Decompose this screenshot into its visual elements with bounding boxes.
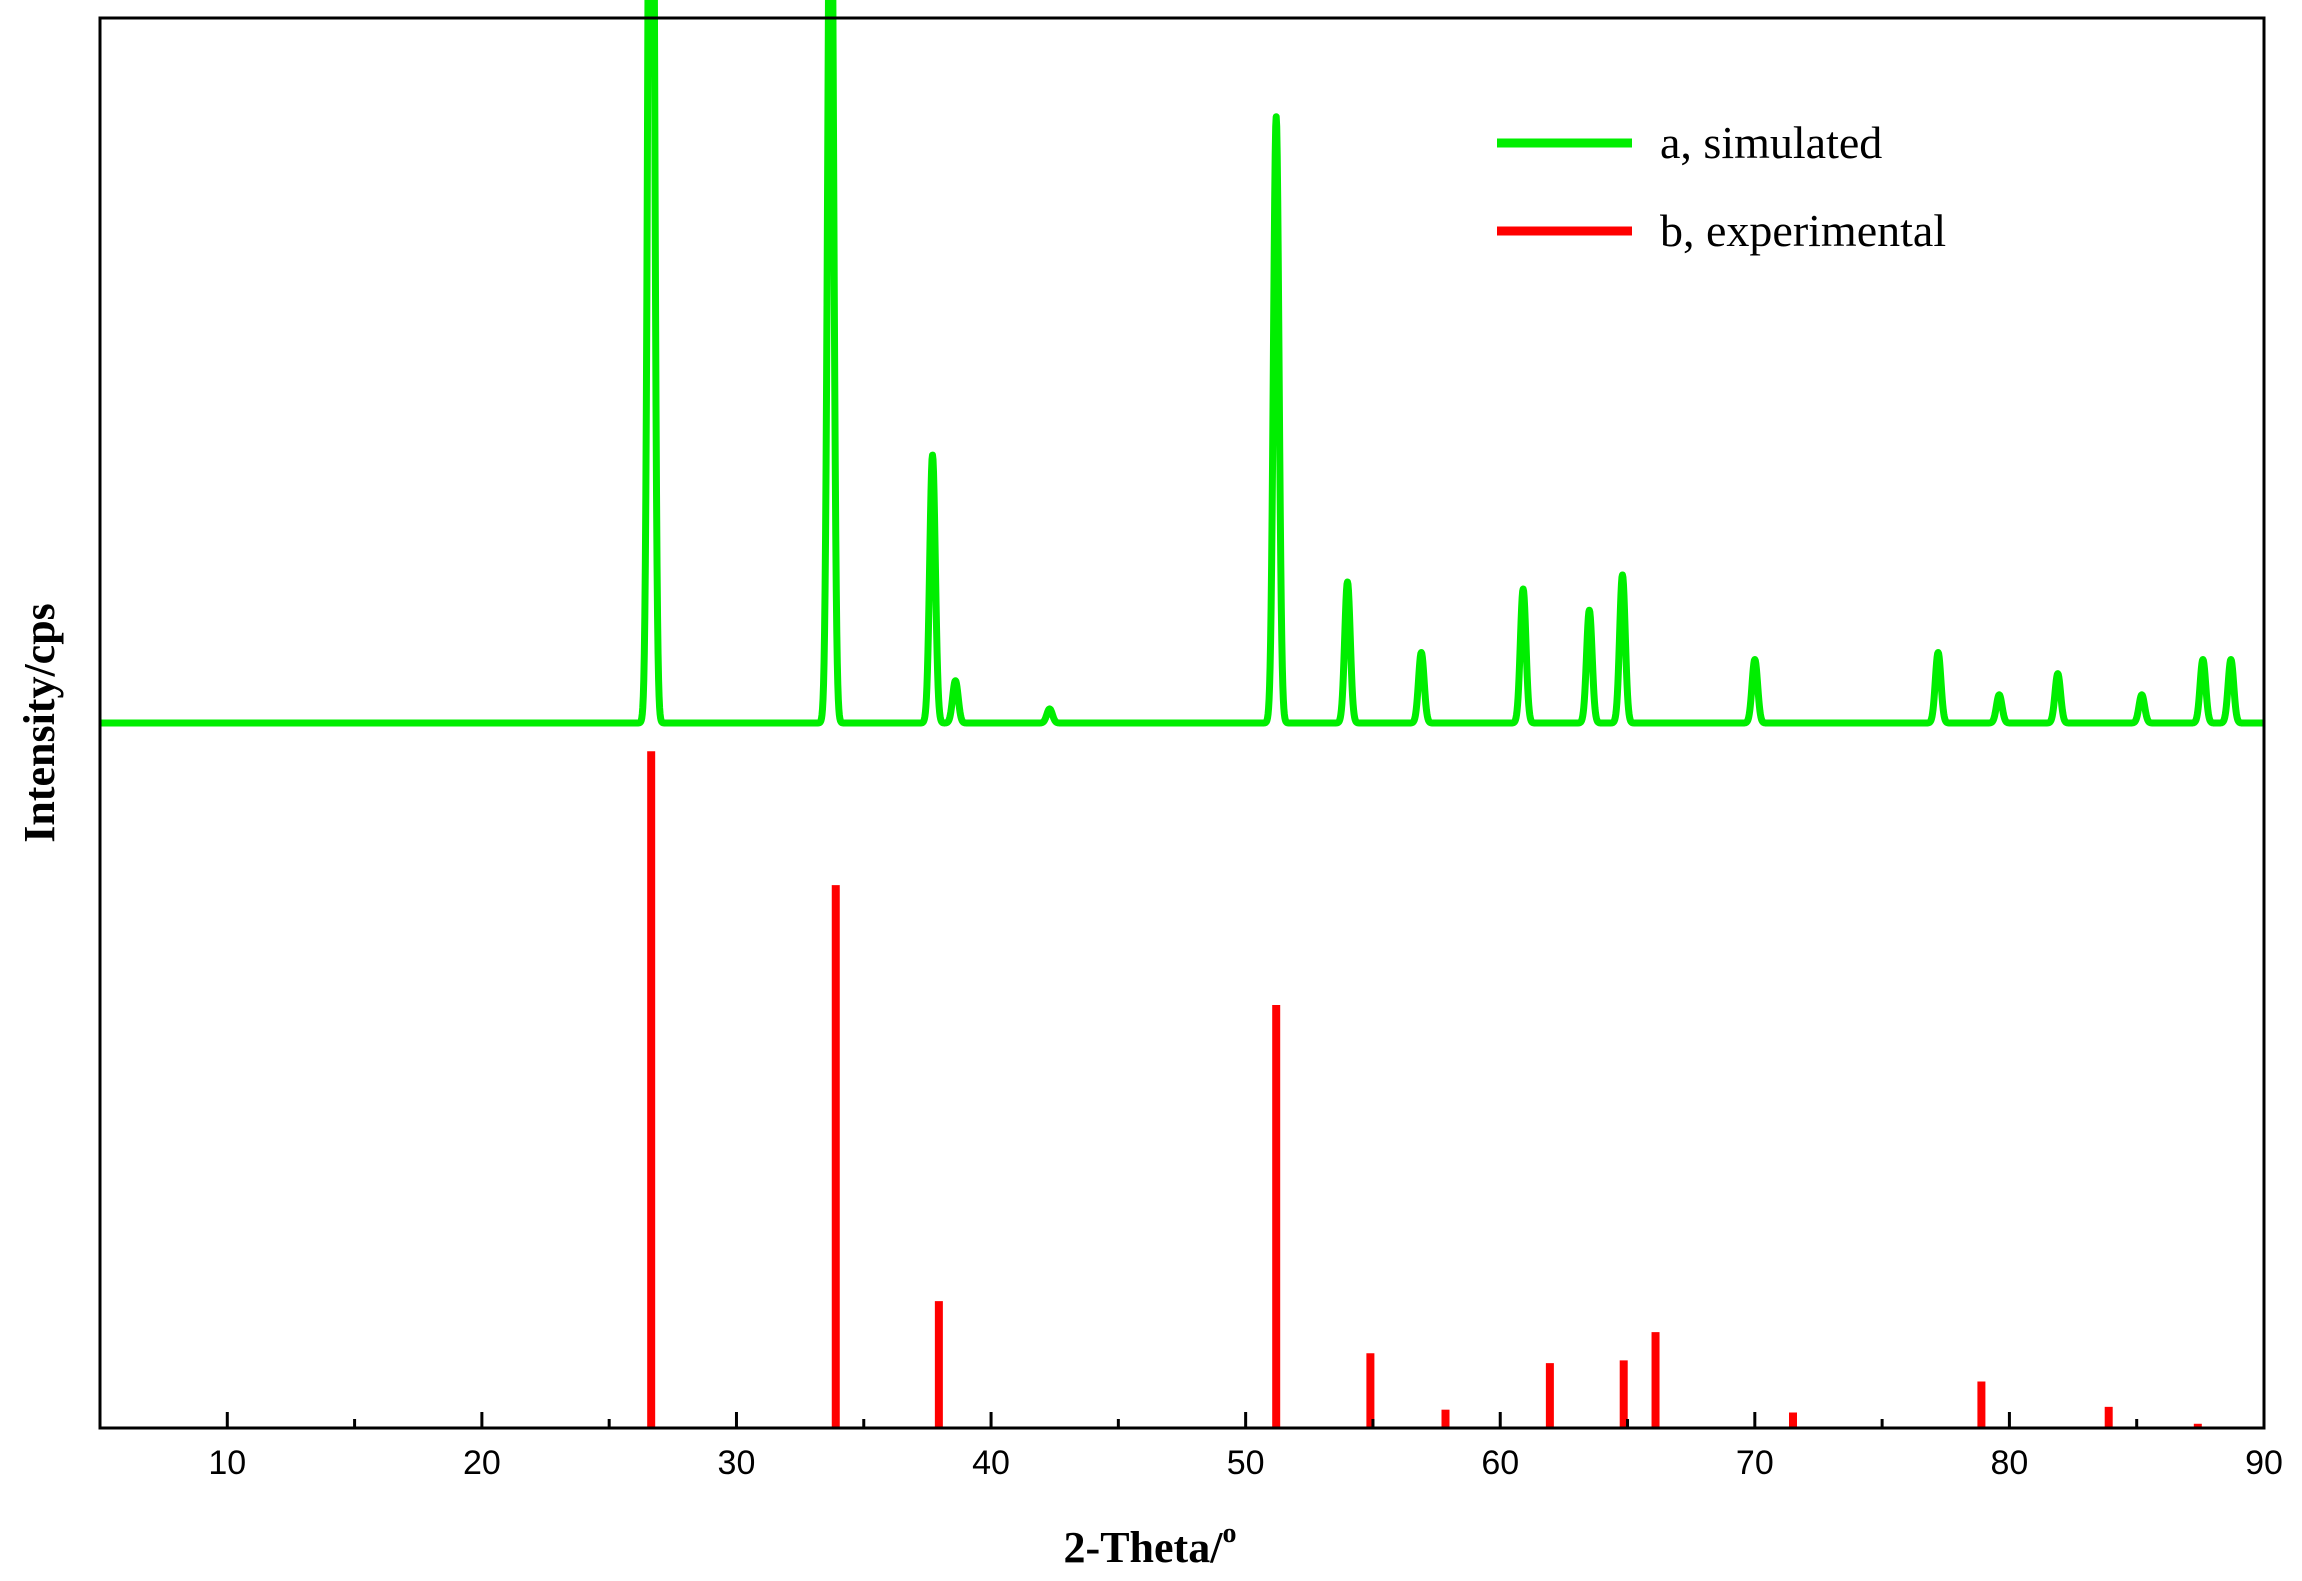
legend: a, simulated b, experimental [1497,117,1946,256]
x-tick-label: 70 [1736,1444,1774,1482]
legend-label-simulated: a, simulated [1660,117,1882,168]
y-axis-title: Intensity/cps [15,603,64,843]
x-tick-label: 30 [718,1444,756,1482]
x-axis-title: 2-Theta/o [1064,1518,1237,1572]
x-tick-label: 50 [1227,1444,1265,1482]
x-axis: 10 20 30 40 50 60 70 80 90 [208,1412,2283,1482]
plot-frame [98,16,2266,1430]
x-tick-label: 60 [1481,1444,1519,1482]
series-layer [97,0,2267,1428]
legend-label-experimental: b, experimental [1660,205,1946,256]
x-tick-label: 10 [208,1444,246,1482]
x-tick-label: 40 [972,1444,1010,1482]
x-tick-label: 80 [1990,1444,2028,1482]
x-tick-label: 20 [463,1444,501,1482]
series-simulated-line [97,0,2267,727]
x-tick-label: 90 [2245,1444,2283,1482]
